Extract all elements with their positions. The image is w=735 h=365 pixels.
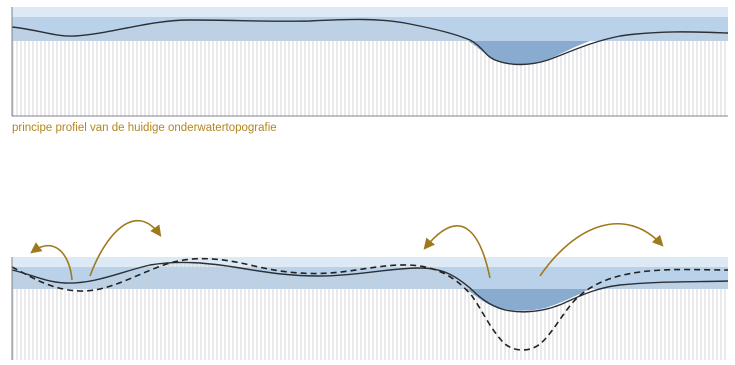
sediment-arrows <box>30 220 664 281</box>
arrow-3 <box>423 225 491 279</box>
top-seabed-fill <box>12 19 728 116</box>
arrow-2 <box>89 220 162 277</box>
bottom-channel-water <box>466 289 590 311</box>
caption: principe profiel van de huidige onderwat… <box>12 122 277 134</box>
arrow-1 <box>30 242 73 281</box>
bottom-water-surface <box>12 257 728 267</box>
top-channel-water <box>468 41 590 65</box>
top-water-surface <box>12 7 728 17</box>
bottom-seabed-fill <box>12 262 728 360</box>
bottom-panel <box>11 257 729 360</box>
arrow-4 <box>539 222 664 277</box>
top-panel <box>11 7 729 117</box>
bottom-seabed-line <box>11 261 729 313</box>
top-seabed-line <box>11 18 729 66</box>
dashed-future-profile <box>11 257 729 351</box>
